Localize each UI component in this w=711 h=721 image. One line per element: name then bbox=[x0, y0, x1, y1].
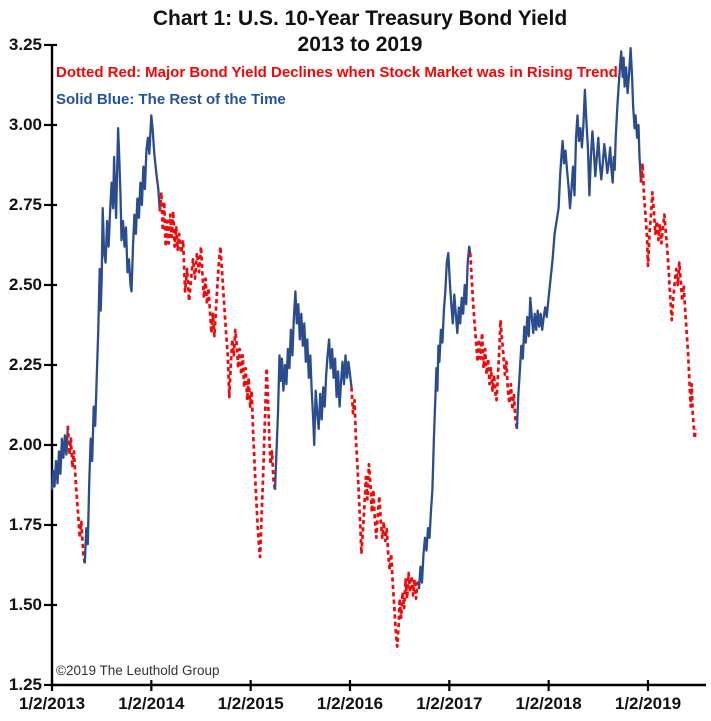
chart-titles: Chart 1: U.S. 10-Year Treasury Bond Yiel… bbox=[40, 6, 680, 59]
series-red-segment bbox=[639, 162, 698, 440]
x-tick-label: 1/2/2014 bbox=[118, 694, 185, 713]
legend-note-blue: Solid Blue: The Rest of the Time bbox=[56, 91, 286, 108]
series-red-segment bbox=[66, 425, 87, 564]
y-tick-label: 2.25 bbox=[8, 355, 42, 374]
series-blue-segment bbox=[515, 47, 643, 430]
x-tick-label: 1/2/2017 bbox=[416, 694, 483, 713]
y-tick-label: 2.75 bbox=[8, 195, 42, 214]
series-red-segment bbox=[350, 387, 421, 648]
x-tick-label: 1/2/2015 bbox=[217, 694, 284, 713]
y-tick-label: 1.75 bbox=[8, 515, 42, 534]
y-tick-label: 1.25 bbox=[8, 675, 42, 694]
x-tick-label: 1/2/2019 bbox=[614, 694, 682, 713]
x-tick-label: 1/2/2013 bbox=[18, 694, 86, 713]
copyright-note: ©2019 The Leuthold Group bbox=[56, 663, 220, 678]
x-tick-label: 1/2/2016 bbox=[316, 694, 384, 713]
series-blue-segment bbox=[50, 425, 70, 490]
series-blue-segment bbox=[83, 114, 161, 564]
y-tick-label: 2.00 bbox=[8, 435, 42, 454]
y-tick-label: 2.50 bbox=[8, 275, 42, 294]
series-red-segment bbox=[468, 252, 519, 430]
series-blue-segment bbox=[417, 245, 472, 590]
x-tick-label: 1/2/2018 bbox=[515, 694, 582, 713]
legend-note-red: Dotted Red: Major Bond Yield Declines wh… bbox=[56, 64, 618, 81]
y-tick-label: 1.50 bbox=[8, 595, 42, 614]
chart-title: Chart 1: U.S. 10-Year Treasury Bond Yiel… bbox=[152, 7, 568, 30]
series-red-segment bbox=[158, 190, 277, 559]
y-tick-label: 3.00 bbox=[8, 115, 42, 134]
chart-subtitle: 2013 to 2019 bbox=[297, 33, 423, 57]
y-tick-label: 3.25 bbox=[8, 35, 42, 54]
series-blue-segment bbox=[273, 290, 353, 490]
